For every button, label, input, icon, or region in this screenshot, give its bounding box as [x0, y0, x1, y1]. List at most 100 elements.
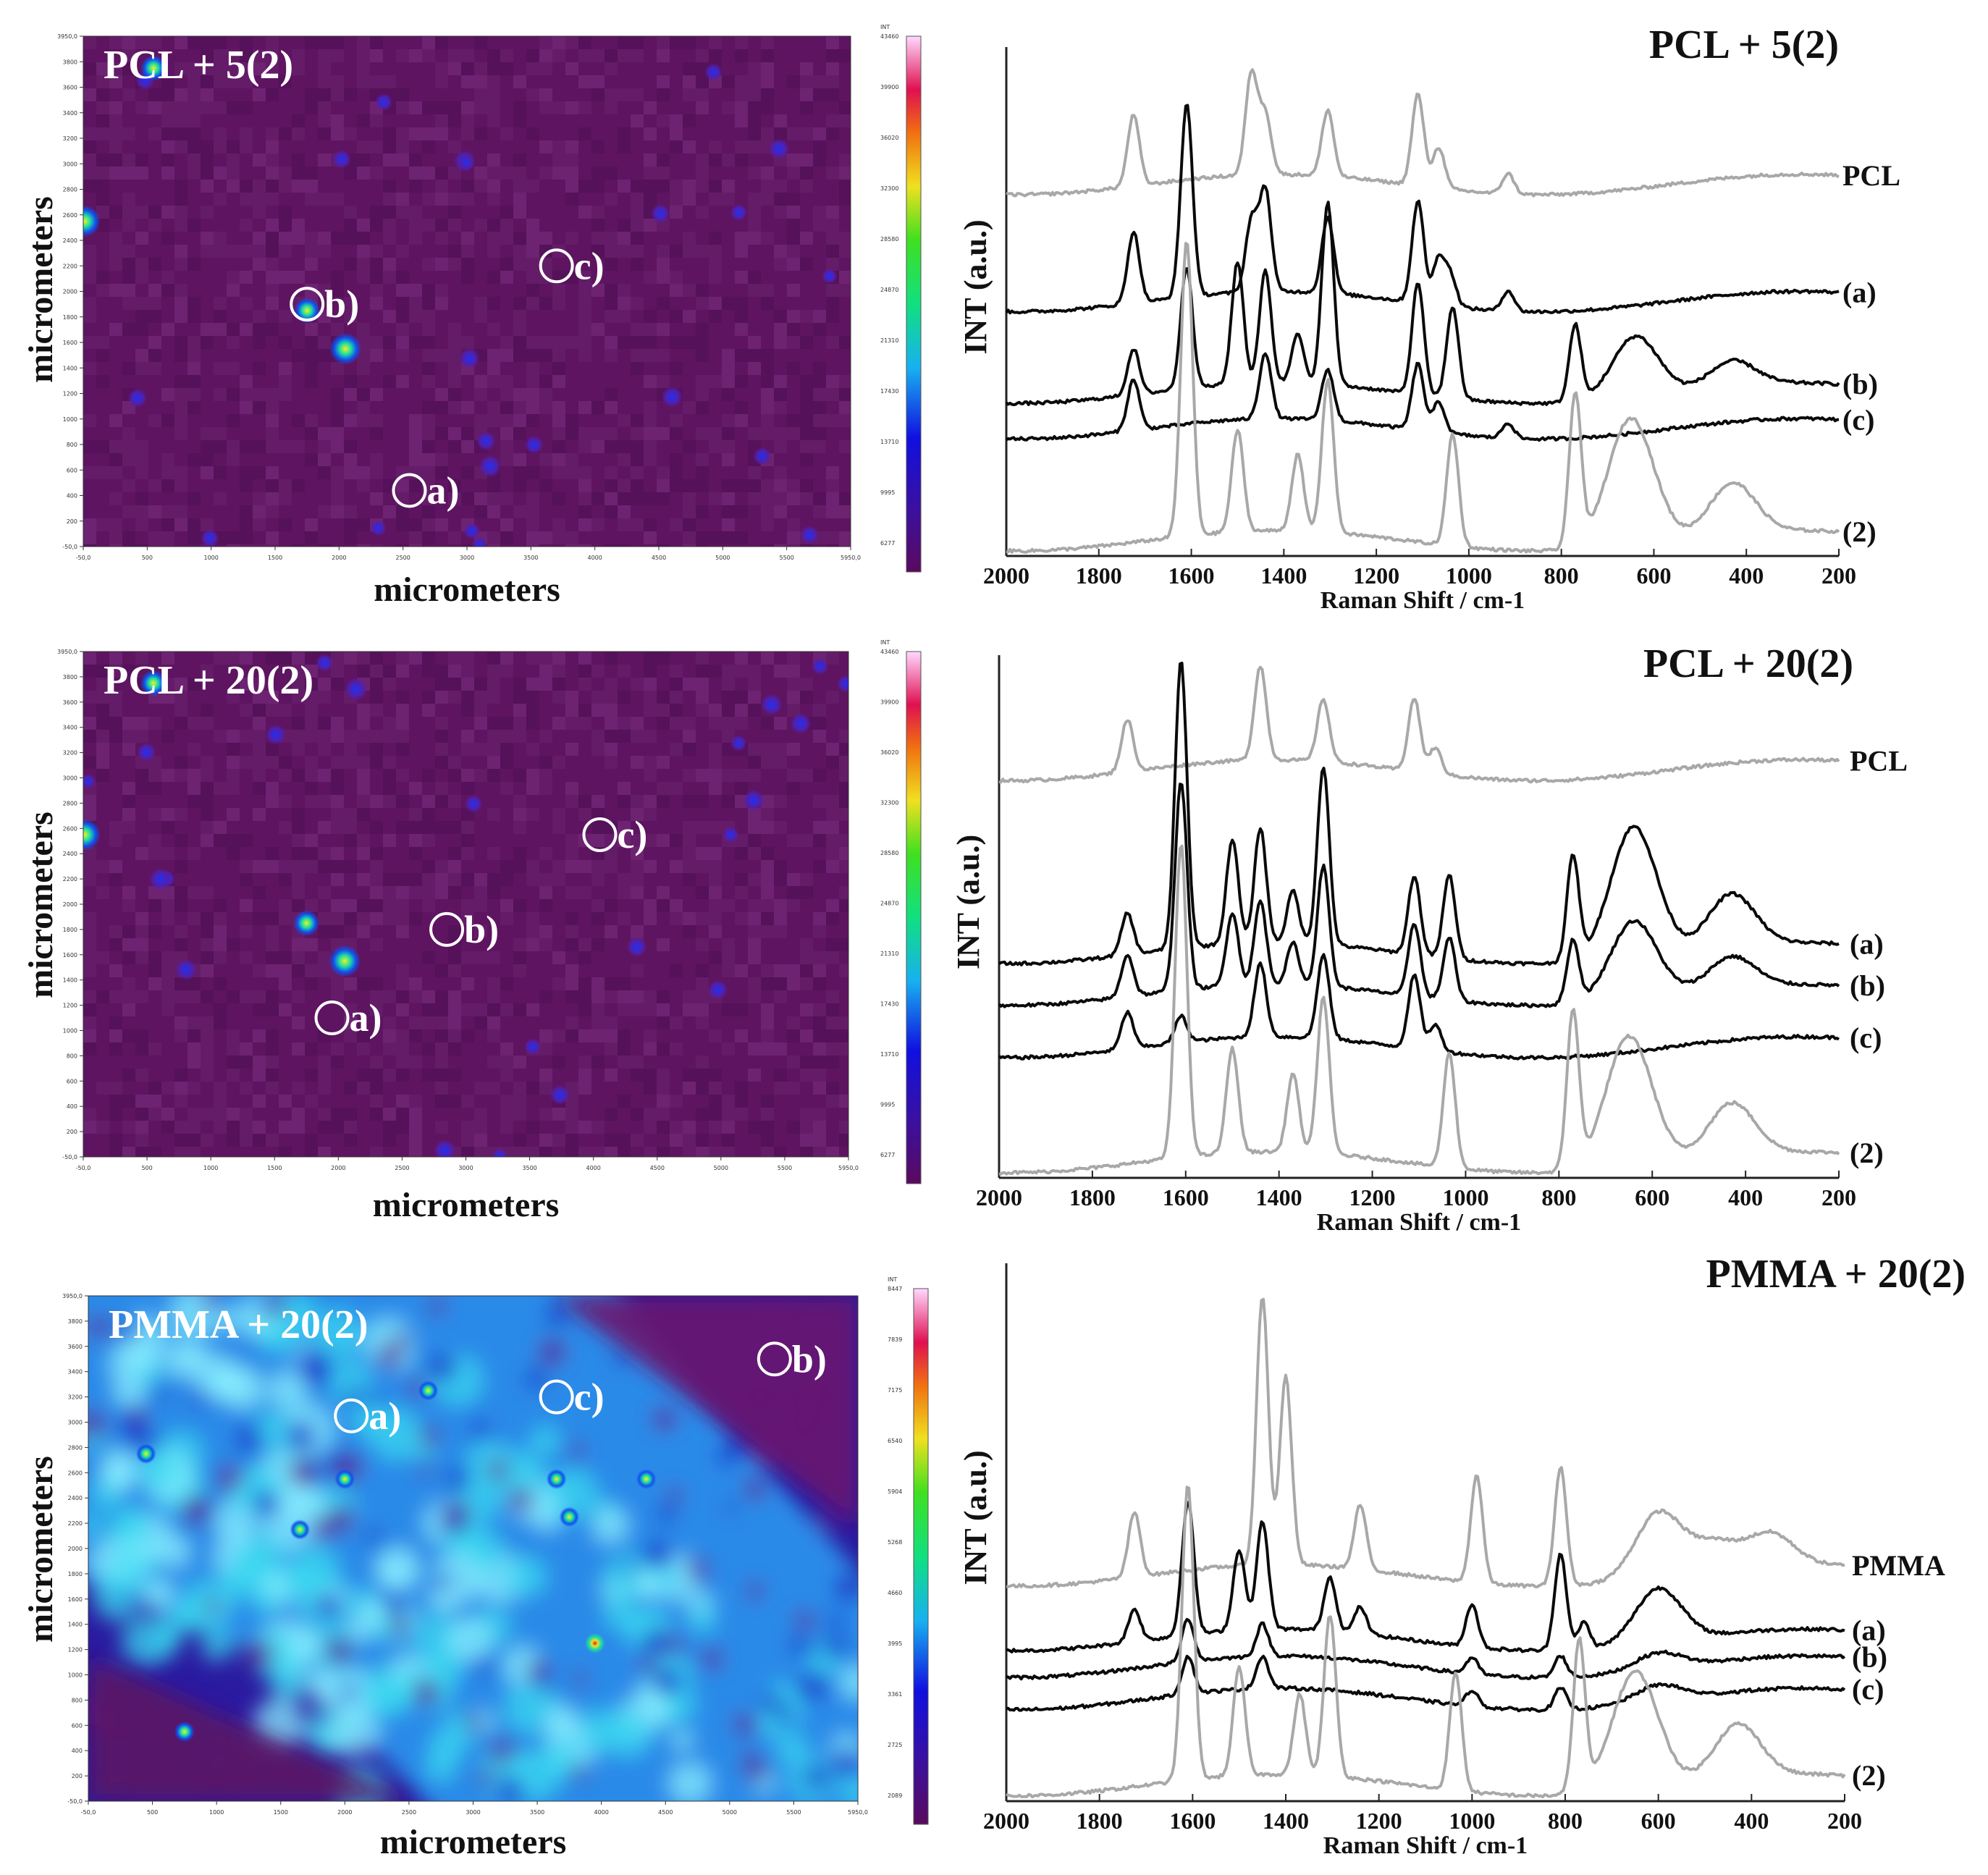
series-label: (a): [1852, 1614, 1886, 1646]
map-hotspot: [290, 1519, 311, 1540]
map-spot: [332, 150, 352, 169]
x-tick-label: 5950,0: [838, 1165, 859, 1171]
series-label: PCL: [1842, 159, 1900, 192]
x-tick-label: 1200: [1349, 1184, 1396, 1210]
y-tick-label: -50,0: [62, 1154, 77, 1160]
map-spot: [790, 712, 812, 734]
map-xlabel: micrometers: [374, 570, 560, 609]
x-tick-label: 1200: [1356, 1808, 1402, 1834]
map-spot: [626, 937, 647, 958]
colorbar-tick-label: 43460: [880, 649, 898, 655]
y-tick-label: 2800: [63, 800, 77, 806]
spectrum-xlabel: Raman Shift / cm-1: [1323, 1832, 1528, 1859]
map-hotspot: [418, 1380, 439, 1401]
spectrum-line-PMMA: [1006, 1297, 1845, 1589]
x-tick-label: 1600: [1163, 1184, 1209, 1210]
x-tick-label: 1600: [1169, 1808, 1216, 1834]
colorbar-tick-label: 43460: [880, 33, 898, 40]
map-hotspot: [140, 670, 167, 696]
x-tick-label: 3500: [523, 555, 538, 561]
x-tick-label: 1000: [203, 555, 218, 561]
x-tick-label: 4500: [650, 1165, 665, 1171]
x-tick-label: 1800: [1077, 1808, 1123, 1834]
map-ylabel: micrometers: [22, 1456, 60, 1643]
y-tick-label: 1200: [63, 391, 77, 397]
spectrum-line-2: [1006, 1486, 1846, 1799]
y-tick-label: 1000: [63, 416, 77, 423]
x-tick-label: 4000: [586, 1165, 600, 1171]
colorbar-tick-label: 6277: [880, 540, 895, 547]
map-spot: [200, 528, 219, 547]
x-tick-label: 1800: [1076, 562, 1122, 589]
map-spot: [374, 93, 393, 111]
y-tick-label: 3600: [68, 1344, 83, 1350]
map-panel-2: 3950,0 3800 3600 3400 3200 3000 2800 2600 2400 22…: [22, 639, 922, 1224]
point-marker-b: [429, 911, 465, 947]
spectrum-panel-3: 2000 1800 1600 1400 1200 1000 800 600 400 200 Rama…: [958, 1252, 1966, 1859]
colorbar-tick-label: 7175: [888, 1387, 902, 1394]
y-tick-label: 3950,0: [62, 1293, 83, 1299]
x-tick-label: 2000: [976, 1184, 1022, 1210]
spectrum-line-PCL: [1006, 68, 1840, 198]
map-spot: [458, 154, 475, 172]
spectrum-line-c: [1006, 1654, 1846, 1713]
y-tick-label: 800: [72, 1697, 83, 1703]
x-tick-label: 500: [147, 1809, 158, 1816]
x-tick-label: 600: [1641, 1808, 1676, 1834]
map-spot: [707, 979, 728, 1000]
y-tick-label: 1800: [63, 314, 77, 321]
map-spot: [730, 203, 748, 222]
map-spot: [822, 268, 838, 285]
map-spot: [743, 789, 765, 812]
colorbar-header: INT: [888, 1276, 897, 1283]
map-texture: [88, 1296, 858, 1801]
x-tick-label: 1800: [1069, 1184, 1116, 1210]
map-xlabel: micrometers: [373, 1186, 560, 1224]
x-tick-label: 3500: [522, 1165, 536, 1171]
y-tick-label: 2800: [68, 1444, 83, 1451]
map-spot: [650, 203, 670, 224]
map-spot: [730, 735, 747, 751]
spectrum-panel-2: 2000 1800 1600 1400 1200 1000 800 600 400 200 Rama…: [951, 641, 1908, 1236]
map-spot: [127, 388, 148, 408]
y-tick-label: 600: [67, 467, 77, 473]
point-label: a): [350, 996, 382, 1040]
colorbar-tick-label: 7839: [888, 1336, 902, 1343]
y-tick-label: 1000: [63, 1028, 77, 1035]
series-label: (c): [1850, 1021, 1882, 1054]
colorbar-tick-label: 32300: [880, 800, 898, 806]
y-tick-label: 600: [67, 1078, 77, 1084]
point-label: b): [324, 282, 359, 326]
spectrum-title: PCL + 20(2): [1643, 641, 1853, 686]
map-spot: [464, 794, 483, 813]
colorbar-tick-label: 39900: [880, 699, 898, 706]
x-tick-label: -50,0: [76, 1165, 91, 1171]
spectrum-ylabel: INT (a.u.): [951, 835, 986, 969]
map-hotspot: [334, 1469, 355, 1490]
point-label: b): [792, 1337, 827, 1381]
map-spot: [704, 63, 723, 81]
point-marker-a: [392, 473, 427, 508]
map-hotspot: [546, 1469, 567, 1490]
map-spot: [463, 522, 481, 539]
map-spot: [459, 347, 480, 369]
series-label: PMMA: [1852, 1549, 1945, 1582]
spectrum-line-b: [1006, 1617, 1845, 1681]
map-spot: [661, 386, 683, 408]
colorbar-tick-label: 24870: [880, 287, 898, 293]
x-tick-label: 2500: [395, 555, 410, 561]
series-label: (2): [1842, 515, 1877, 548]
colorbar-tick-label: 3361: [888, 1691, 902, 1698]
x-tick-label: 500: [142, 555, 153, 561]
x-tick-label: -50,0: [76, 555, 91, 561]
x-tick-label: 2000: [337, 1809, 352, 1816]
map-hotspot: [140, 55, 167, 82]
y-tick-label: 800: [67, 442, 77, 448]
colorbar: [906, 651, 922, 1184]
colorbar-tick-label: 21310: [880, 951, 898, 957]
y-tick-label: 400: [67, 493, 77, 500]
x-tick-label: 5000: [723, 1809, 737, 1816]
x-tick-label: 5950,0: [841, 555, 861, 561]
map-hotspot: [636, 1469, 657, 1490]
x-tick-label: 800: [1544, 562, 1579, 589]
